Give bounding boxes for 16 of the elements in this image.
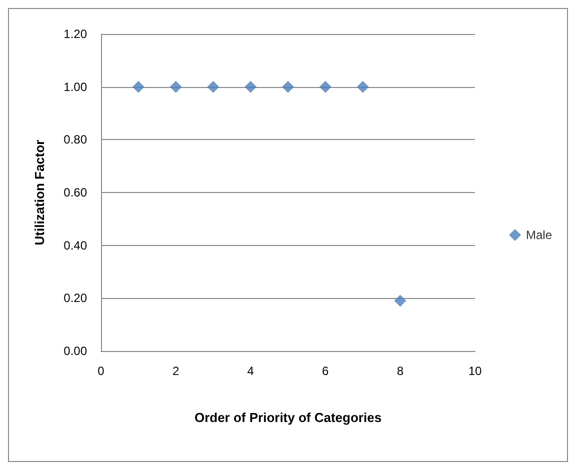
x-tick-label: 8: [396, 364, 404, 378]
y-tick-label: 0.00: [64, 344, 88, 358]
y-tick-label: 0.60: [64, 186, 88, 200]
y-tick-label: 1.00: [64, 80, 88, 94]
x-tick-label: 6: [322, 364, 330, 378]
y-tick-label: 1.20: [64, 27, 88, 41]
x-tick-label: 10: [468, 364, 482, 378]
x-tick-label: 0: [98, 364, 105, 378]
y-tick-label: 0.80: [64, 132, 88, 147]
x-tick-label: 2: [172, 364, 180, 378]
y-tick-label: 0.40: [64, 238, 88, 252]
y-axis-title: Utilization Factor: [32, 140, 47, 246]
x-axis-title: Order of Priority of Categories: [194, 410, 382, 425]
x-tick-label: 4: [247, 364, 254, 378]
y-tick-label: 0.20: [64, 291, 88, 306]
legend-label: Male: [526, 228, 552, 242]
